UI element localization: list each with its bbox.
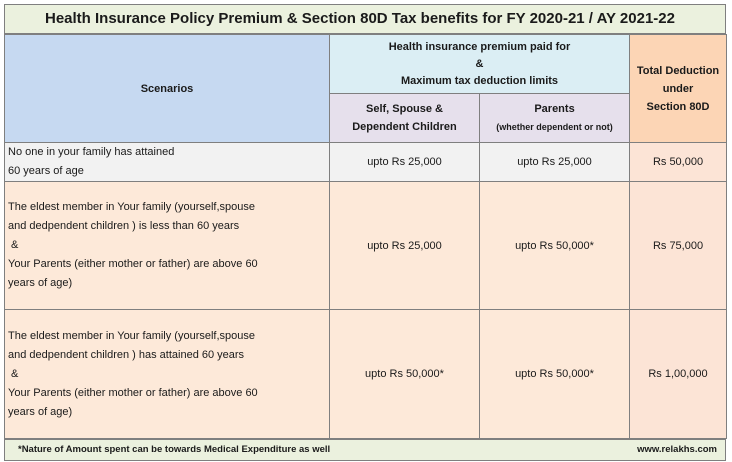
premium-group-header: Health insurance premium paid for & Maxi…: [328, 34, 631, 94]
scenario-line: No one in your family has attained: [8, 146, 175, 158]
footnote: *Nature of Amount spent can be towards M…: [18, 444, 331, 455]
parents-header: Parents (whether dependent or not): [478, 93, 631, 143]
self-limit-cell: upto Rs 50,000*: [329, 309, 480, 439]
page-title: Health Insurance Policy Premium & Sectio…: [4, 4, 726, 34]
total-header-line-3: Section 80D: [646, 100, 710, 113]
scenario-line: years of age): [8, 405, 73, 418]
parents-limit-cell: upto Rs 25,000: [478, 142, 631, 182]
scenario-line: Your Parents (either mother or father) a…: [8, 258, 258, 270]
total-header-line-1: Total Deduction: [636, 64, 720, 77]
scenario-cell: The eldest member in Your family (yourse…: [4, 309, 330, 439]
site-link[interactable]: www.relakhs.com: [637, 444, 717, 455]
scenario-line: The eldest member in Your family (yourse…: [8, 329, 256, 342]
scenarios-header: Scenarios: [4, 34, 330, 143]
parents-header-label: Parents: [534, 103, 575, 115]
parents-header-sublabel: (whether dependent or not): [496, 122, 613, 132]
scenario-line: and dedpendent children ) is less than 6…: [8, 220, 240, 232]
scenario-line: &: [8, 239, 19, 251]
parents-limit-cell: upto Rs 50,000*: [478, 181, 631, 310]
total-deduction-cell: Rs 1,00,000: [629, 309, 728, 439]
scenario-line: Your Parents (either mother or father) a…: [8, 386, 258, 399]
premium-header-line-2: &: [475, 57, 484, 70]
scenario-cell: The eldest member in Your family (yourse…: [4, 181, 330, 310]
deduction-table: Scenarios Health insurance premium paid …: [4, 34, 728, 439]
self-limit-cell: upto Rs 25,000: [329, 181, 480, 310]
total-deduction-cell: Rs 75,000: [629, 181, 728, 310]
scenario-line: The eldest member in Your family (yourse…: [8, 201, 256, 213]
footer-bar: *Nature of Amount spent can be towards M…: [4, 439, 726, 461]
self-header-line-2: Dependent Children: [352, 121, 457, 133]
scenario-line: and dedpendent children ) has attained 6…: [8, 348, 245, 361]
table-row: The eldest member in Your family (yourse…: [4, 181, 728, 310]
table-row: The eldest member in Your family (yourse…: [4, 309, 728, 439]
total-deduction-header: Total Deduction under Section 80D: [629, 34, 728, 143]
self-header-line-1: Self, Spouse &: [365, 103, 444, 115]
scenario-line: 60 years of age: [8, 165, 84, 177]
total-header-line-2: under: [662, 82, 694, 95]
total-deduction-cell: Rs 50,000: [629, 142, 728, 182]
premium-header-line-1: Health insurance premium paid for: [388, 40, 571, 53]
scenario-line: years of age): [8, 277, 73, 289]
table-row: No one in your family has attained 60 ye…: [4, 142, 728, 182]
parents-limit-cell: upto Rs 50,000*: [478, 309, 631, 439]
scenario-cell: No one in your family has attained 60 ye…: [4, 142, 330, 182]
premium-header-line-3: Maximum tax deduction limits: [400, 74, 559, 87]
scenario-line: &: [8, 367, 19, 380]
self-spouse-children-header: Self, Spouse & Dependent Children: [329, 93, 480, 143]
self-limit-cell: upto Rs 25,000: [329, 142, 480, 182]
